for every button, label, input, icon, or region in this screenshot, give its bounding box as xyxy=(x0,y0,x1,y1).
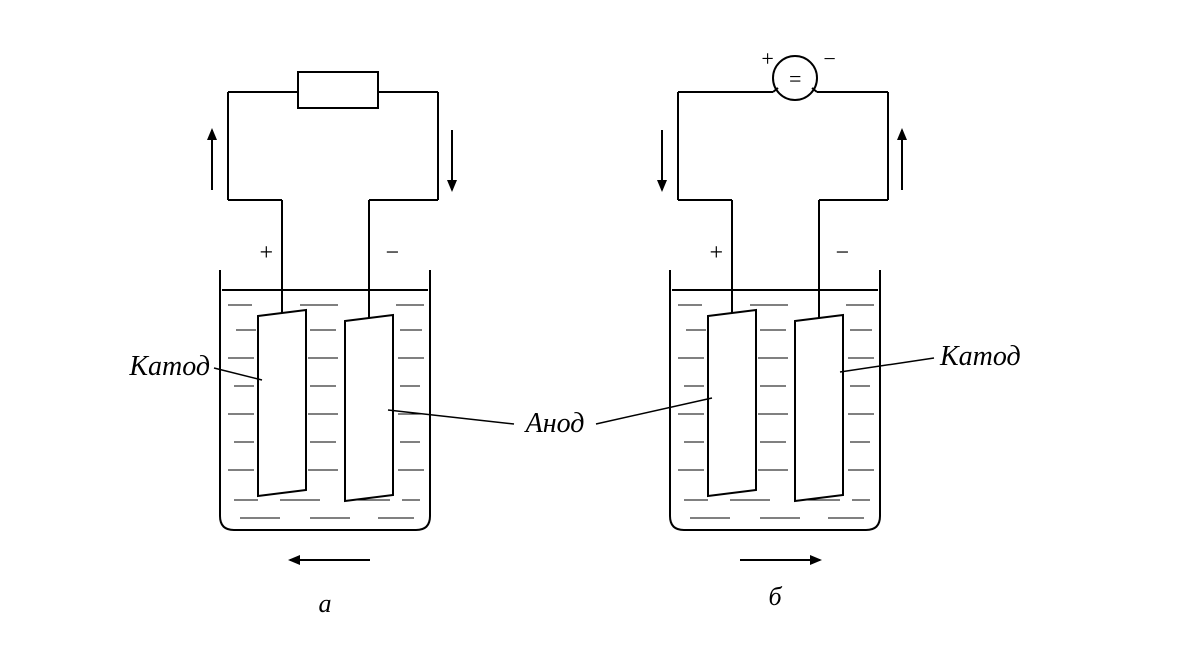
cell-a-top-circuit xyxy=(212,72,452,200)
diagram-root: + − а xyxy=(0,0,1202,646)
cell-a: + − а xyxy=(128,72,452,618)
label-anode-text: Анод xyxy=(524,408,585,439)
leader-cathode-a xyxy=(214,368,262,380)
source-plus: + xyxy=(760,46,775,71)
resistor-box xyxy=(298,72,378,108)
leader-anode-left xyxy=(388,410,514,424)
cell-b-top-circuit: = + − xyxy=(662,46,902,200)
caption-a: а xyxy=(319,589,332,618)
cell-a-electrode-left xyxy=(258,310,306,496)
cell-b-electrode-left xyxy=(708,310,756,496)
label-cathode-a: Катод xyxy=(128,351,210,382)
cell-a-beaker xyxy=(220,270,430,530)
cell-a-minus: − xyxy=(384,240,400,266)
source-minus: − xyxy=(822,46,837,71)
leader-cathode-b xyxy=(840,358,934,372)
cell-a-electrode-right xyxy=(345,315,393,501)
cell-b: = + − + − xyxy=(662,46,1021,611)
cell-b-plus: + xyxy=(708,240,724,266)
cell-b-minus: − xyxy=(834,240,850,266)
label-anode-shared: Анод xyxy=(388,398,712,439)
leader-anode-right xyxy=(596,398,712,424)
cell-a-plus: + xyxy=(258,240,274,266)
dc-source-symbol: = xyxy=(788,66,803,91)
caption-b: б xyxy=(768,582,782,611)
cell-b-electrode-right xyxy=(795,315,843,501)
label-cathode-b: Катод xyxy=(939,341,1021,372)
